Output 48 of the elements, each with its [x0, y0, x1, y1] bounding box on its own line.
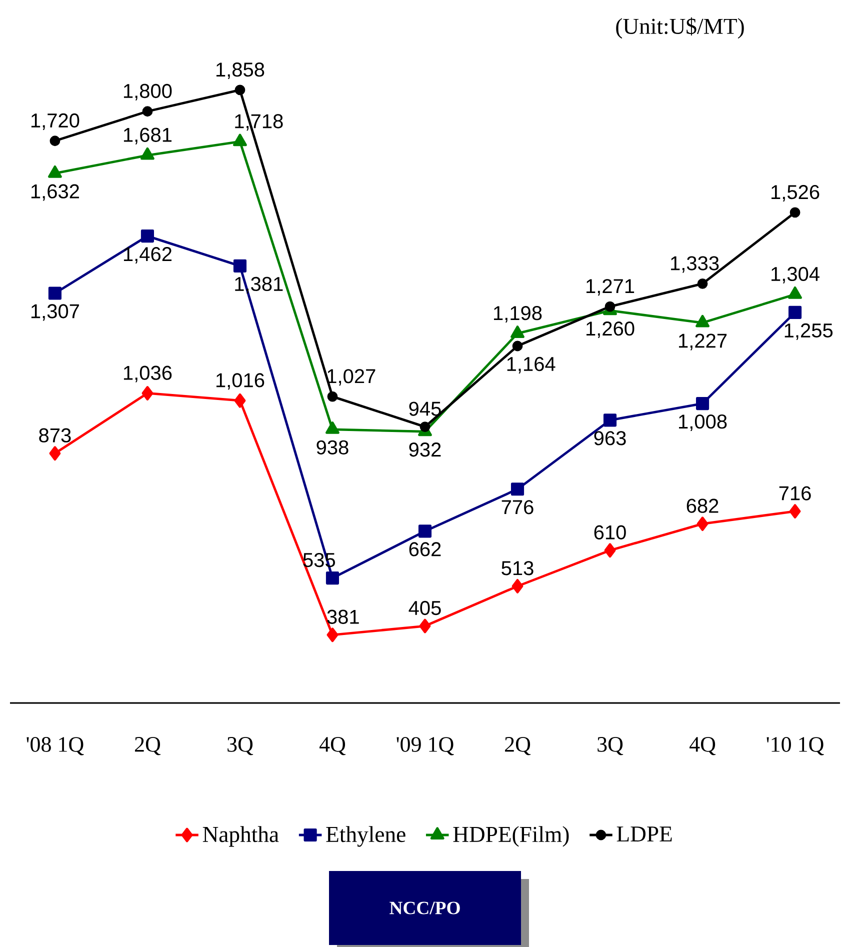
data-label: 1,858: [216, 62, 264, 80]
data-label: 1,333: [671, 256, 719, 273]
data-label: 1,632: [31, 184, 79, 201]
data-label: 1,462: [124, 246, 172, 264]
x-tick-label: '08 1Q: [26, 737, 84, 756]
x-tick-label: 2Q: [134, 737, 161, 756]
data-label: 662: [409, 542, 441, 556]
data-label: 1,681: [124, 128, 172, 144]
data-label: 405: [408, 600, 441, 616]
data-label: 1,036: [124, 366, 172, 382]
data-label: 1,008: [679, 414, 727, 432]
data-label: 381: [327, 610, 359, 624]
x-tick-label: 3Q: [598, 737, 624, 756]
data-label: 682: [686, 498, 718, 513]
legend-label: LDPE: [616, 826, 672, 842]
x-tick-label: '09 1Q: [396, 737, 454, 756]
text: (Unit:U$/MT): [616, 17, 744, 39]
data-label: 873: [39, 428, 71, 442]
data-label: 1,198: [494, 306, 542, 323]
x-tick-label: 4Q: [319, 737, 346, 756]
x-tick-label: 2Q: [505, 737, 531, 756]
data-label: 938: [316, 440, 348, 454]
x-tick-label: 3Q: [228, 737, 254, 756]
legend-label: Naphtha: [202, 826, 279, 847]
data-label: 932: [409, 442, 441, 457]
data-label: 1,800: [124, 84, 172, 100]
data-label: 1,271: [586, 279, 634, 296]
x-tick-label: '10 1Q: [766, 737, 824, 756]
legend-label: HDPE(Film): [453, 826, 569, 847]
data-label: 716: [779, 486, 811, 500]
data-label: 1,526: [772, 184, 820, 202]
data-label: 1,027: [328, 369, 376, 386]
text: NCC/PO: [390, 902, 460, 914]
legend-label: Ethylene: [326, 826, 406, 847]
data-label: 1,016: [216, 373, 264, 390]
data-label: 610: [594, 525, 626, 540]
data-label: 776: [502, 500, 534, 514]
data-label: 1,720: [31, 113, 80, 130]
data-label: 1,255: [784, 323, 833, 340]
data-label: 1,307: [31, 304, 79, 321]
data-label: 1,304: [772, 266, 820, 284]
x-tick-label: 4Q: [690, 737, 716, 756]
data-label: 513: [502, 561, 534, 576]
data-label: 1,164: [507, 356, 556, 374]
data-label: 1,227: [679, 334, 727, 350]
data-label: 945: [409, 402, 441, 416]
data-label: 963: [594, 431, 626, 446]
data-label: 1,260: [586, 322, 634, 338]
